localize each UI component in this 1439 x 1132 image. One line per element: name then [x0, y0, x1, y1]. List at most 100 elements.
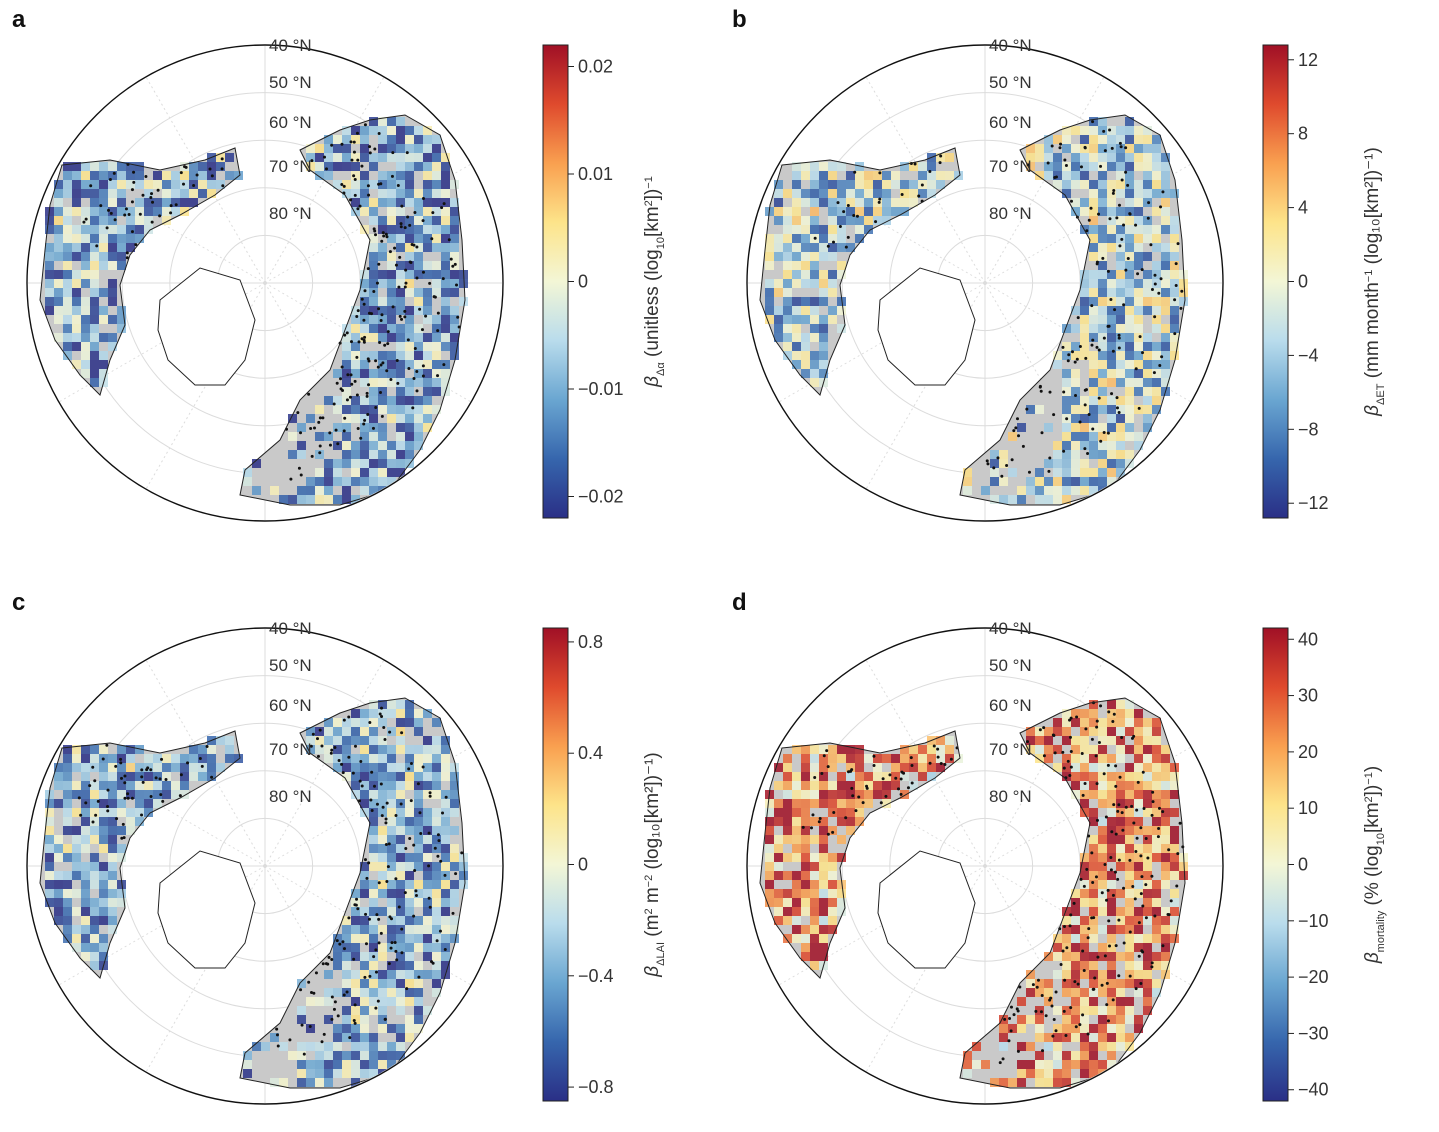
stipple-dot — [1015, 417, 1019, 421]
grid-cell — [1170, 243, 1179, 252]
grid-cell — [1089, 1051, 1098, 1060]
stipple-dot — [992, 466, 996, 470]
grid-cell — [1125, 117, 1134, 126]
grid-cell — [1062, 736, 1071, 745]
grid-cell — [1044, 486, 1053, 495]
grid-cell — [315, 468, 324, 477]
grid-cell — [135, 799, 144, 808]
grid-cell — [423, 835, 432, 844]
grid-cell — [819, 351, 828, 360]
grid-cell — [1089, 189, 1098, 198]
stipple-dot — [160, 757, 164, 761]
grid-cell — [378, 799, 387, 808]
grid-cell — [405, 279, 414, 288]
grid-cell — [378, 718, 387, 727]
grid-cell — [1062, 387, 1071, 396]
grid-cell — [828, 216, 837, 225]
grid-cell — [99, 198, 108, 207]
grid-cell — [981, 1060, 990, 1069]
stipple-dot — [318, 416, 322, 420]
grid-cell — [1116, 1024, 1125, 1033]
grid-cell — [1134, 153, 1143, 162]
grid-cell — [360, 772, 369, 781]
grid-cell — [378, 351, 387, 360]
grid-cell — [441, 772, 450, 781]
grid-cell — [369, 351, 378, 360]
colorbar-tick-label: −0.02 — [578, 487, 624, 507]
grid-cell — [432, 288, 441, 297]
grid-cell — [819, 790, 828, 799]
grid-cell — [216, 162, 225, 171]
grid-cell — [378, 979, 387, 988]
grid-cell — [54, 844, 63, 853]
grid-cell — [1071, 961, 1080, 970]
stipple-dot — [1157, 826, 1161, 830]
grid-cell — [1071, 126, 1080, 135]
stipple-dot — [1069, 913, 1073, 917]
stipple-dot — [986, 462, 990, 466]
grid-cell — [387, 997, 396, 1006]
stipple-dot — [88, 784, 92, 788]
grid-cell — [423, 889, 432, 898]
grid-cell — [1143, 745, 1152, 754]
grid-cell — [810, 853, 819, 862]
grid-cell — [1152, 880, 1161, 889]
grid-cell — [72, 934, 81, 943]
grid-cell — [441, 189, 450, 198]
stipple-dot — [451, 911, 455, 915]
grid-cell — [1116, 700, 1125, 709]
grid-cell — [414, 423, 423, 432]
grid-cell — [225, 171, 234, 180]
grid-cell — [396, 709, 405, 718]
stipple-dot — [1117, 858, 1121, 862]
grid-cell — [450, 279, 459, 288]
grid-cell — [387, 378, 396, 387]
colorbar-label-part: β — [1362, 405, 1383, 417]
colorbar-tick-label: 0 — [578, 272, 588, 292]
grid-cell — [162, 171, 171, 180]
grid-cell — [1143, 351, 1152, 360]
grid-cell — [810, 171, 819, 180]
grid-cell — [792, 234, 801, 243]
stipple-dot — [158, 777, 162, 781]
grid-cell — [1170, 351, 1179, 360]
grid-cell — [1161, 189, 1170, 198]
grid-cell — [1089, 288, 1098, 297]
grid-cell — [846, 799, 855, 808]
stipple-dot — [1173, 332, 1177, 336]
grid-cell — [873, 781, 882, 790]
stipple-dot — [936, 747, 940, 751]
grid-cell — [405, 351, 414, 360]
stipple-dot — [1135, 836, 1139, 840]
grid-cell — [99, 790, 108, 799]
grid-cell — [342, 414, 351, 423]
stipple-dot — [84, 801, 88, 805]
stipple-dot — [393, 246, 397, 250]
stipple-dot — [150, 192, 154, 196]
grid-cell — [90, 799, 99, 808]
stipple-dot — [389, 946, 393, 950]
stipple-dot — [367, 193, 371, 197]
stipple-dot — [1100, 891, 1104, 895]
grid-cell — [387, 1060, 396, 1069]
grid-cell — [144, 216, 153, 225]
grid-cell — [1062, 171, 1071, 180]
grid-cell — [1179, 871, 1188, 880]
grid-cell — [90, 871, 99, 880]
grid-cell — [810, 790, 819, 799]
significance-dots — [77, 706, 464, 1056]
grid-cell — [135, 171, 144, 180]
grid-cell — [432, 171, 441, 180]
grid-cell — [351, 1006, 360, 1015]
grid-cell — [1071, 477, 1080, 486]
grid-cell — [1107, 880, 1116, 889]
stipple-dot — [362, 340, 366, 344]
grid-cell — [369, 1033, 378, 1042]
grid-cell — [189, 763, 198, 772]
grid-cell — [828, 207, 837, 216]
grid-cell — [405, 934, 414, 943]
grid-cell — [810, 369, 819, 378]
grid-cell — [414, 405, 423, 414]
stipple-dot — [380, 414, 384, 418]
stipple-dot — [1095, 260, 1099, 264]
